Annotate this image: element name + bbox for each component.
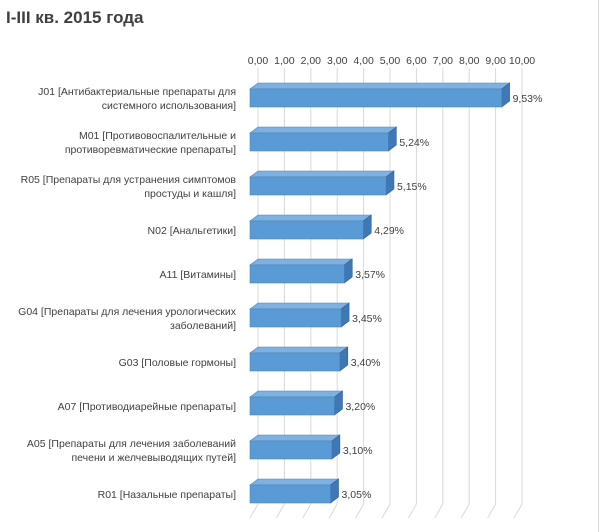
- gridline-floor: [302, 503, 312, 519]
- bar: [249, 264, 345, 284]
- category-label: N02 [Анальгетики]: [148, 225, 237, 237]
- x-tick-label: 0,00: [248, 55, 269, 67]
- bar-top: [249, 434, 341, 442]
- data-label: 3,45%: [352, 313, 382, 325]
- bar-top: [249, 478, 340, 486]
- data-label: 3,20%: [345, 401, 375, 413]
- bar-top: [249, 214, 373, 222]
- category-label: заболеваний]: [170, 320, 236, 332]
- data-label: 5,24%: [399, 137, 429, 149]
- category-label: A05 [Препараты для лечения заболеваний: [27, 438, 236, 450]
- bar: [249, 308, 342, 328]
- data-label: 5,15%: [397, 181, 427, 193]
- bar-top: [249, 258, 354, 266]
- data-label: 9,53%: [513, 93, 543, 105]
- bar-top: [249, 302, 350, 310]
- gridline-floor: [275, 503, 285, 519]
- category-label: противоревматические препараты]: [65, 144, 236, 156]
- data-label: 3,57%: [355, 269, 385, 281]
- x-tick-label: 3,00: [327, 55, 348, 67]
- bar-top: [249, 126, 398, 134]
- gridline-floor: [487, 503, 497, 519]
- gridline-floor: [328, 503, 338, 519]
- x-tick-label: 6,00: [406, 55, 427, 67]
- bar: [249, 176, 387, 196]
- category-label: A07 [Противодиарейные препараты]: [58, 401, 236, 413]
- x-tick-label: 8,00: [459, 55, 480, 67]
- x-tick-label: 2,00: [301, 55, 322, 67]
- category-label: G03 [Половые гормоны]: [119, 357, 236, 369]
- gridline-floor: [381, 503, 391, 519]
- bar-top: [249, 346, 349, 354]
- category-label: J01 [Антибактериальные препараты для: [38, 86, 236, 98]
- category-label: R05 [Препараты для устранения симптомов: [21, 174, 237, 186]
- bar-top: [249, 390, 344, 398]
- bar: [249, 352, 341, 372]
- x-tick-label: 4,00: [353, 55, 374, 67]
- gridline-floor: [434, 503, 444, 519]
- category-label: G04 [Препараты для лечения урологических: [18, 306, 237, 318]
- gridline-floor: [460, 503, 470, 519]
- gridline-floor: [355, 503, 365, 519]
- x-tick-label: 1,00: [274, 55, 295, 67]
- category-label: системного использования]: [102, 100, 236, 112]
- category-label: простуды и кашля]: [144, 188, 236, 200]
- category-label: R01 [Назальные препараты]: [98, 489, 236, 501]
- bar: [249, 88, 502, 108]
- bar: [249, 220, 364, 240]
- category-label: печени и желчевыводящих путей]: [72, 452, 237, 464]
- bar-top: [249, 170, 395, 178]
- bar-top: [249, 82, 511, 90]
- x-tick-label: 9,00: [485, 55, 506, 67]
- data-label: 4,29%: [374, 225, 404, 237]
- gridline-floor: [513, 503, 523, 519]
- data-label: 3,40%: [351, 357, 381, 369]
- bar: [249, 484, 331, 504]
- bar: [249, 440, 333, 460]
- x-tick-label: 7,00: [433, 55, 454, 67]
- bar: [249, 132, 389, 152]
- data-label: 3,05%: [342, 489, 372, 501]
- data-label: 3,10%: [343, 445, 373, 457]
- chart-title: I-III кв. 2015 года: [6, 8, 144, 27]
- category-label: M01 [Противовоспалительные и: [79, 130, 236, 142]
- bar: [249, 396, 335, 416]
- x-tick-label: 5,00: [380, 55, 401, 67]
- gridline-floor: [407, 503, 417, 519]
- category-label: A11 [Витамины]: [160, 269, 237, 281]
- gridline-floor: [249, 503, 259, 519]
- x-tick-label: 10,00: [509, 55, 535, 67]
